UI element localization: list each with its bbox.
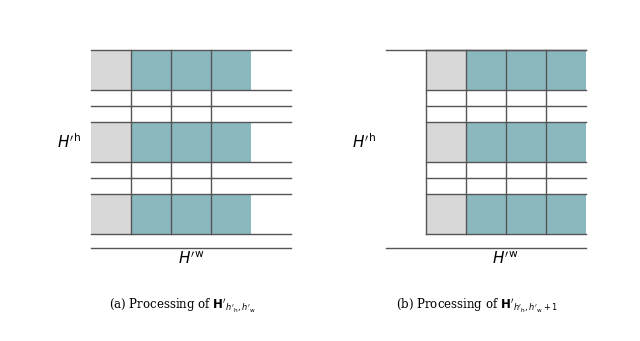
Text: $H'^{\mathrm{w}}$: $H'^{\mathrm{w}}$ bbox=[492, 251, 519, 267]
Bar bbox=[466, 194, 586, 234]
Bar bbox=[426, 194, 466, 234]
Text: (b) Processing of $\mathbf{H}'_{h'_\mathrm{h},h'_\mathrm{w}+1}$: (b) Processing of $\mathbf{H}'_{h'_\math… bbox=[396, 297, 558, 315]
Text: (a) Processing of $\mathbf{H}'_{h'_\mathrm{h},h'_\mathrm{w}}$: (a) Processing of $\mathbf{H}'_{h'_\math… bbox=[109, 297, 256, 315]
Bar bbox=[92, 194, 131, 234]
Bar bbox=[92, 50, 131, 90]
Bar bbox=[131, 122, 251, 162]
Text: $H'^{\mathrm{h}}$: $H'^{\mathrm{h}}$ bbox=[57, 133, 81, 151]
Bar bbox=[131, 50, 251, 90]
Bar bbox=[426, 122, 466, 162]
Bar bbox=[131, 194, 251, 234]
Bar bbox=[426, 50, 466, 90]
Text: $H'^{\mathrm{w}}$: $H'^{\mathrm{w}}$ bbox=[178, 251, 204, 267]
Bar bbox=[92, 122, 131, 162]
Bar bbox=[466, 50, 586, 90]
Text: $H'^{\mathrm{h}}$: $H'^{\mathrm{h}}$ bbox=[351, 133, 376, 151]
Bar bbox=[466, 122, 586, 162]
